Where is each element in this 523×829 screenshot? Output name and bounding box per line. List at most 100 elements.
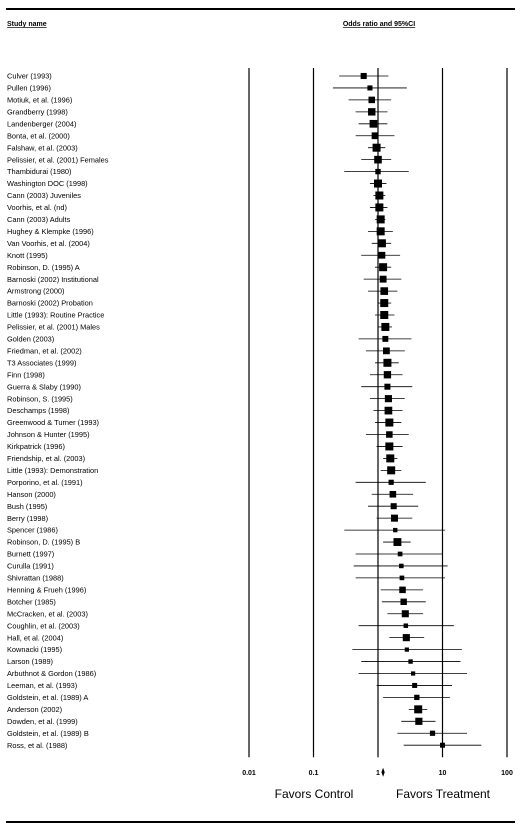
study-names: Culver (1993) Pullen (1996) Motiuk, et al.… xyxy=(7,72,109,750)
study-name: Kownacki (1995) xyxy=(7,645,62,654)
study-name: Pelissier, et al. (2001) Males xyxy=(7,323,100,332)
study-name: Robinson, S. (1995) xyxy=(7,394,73,403)
or-point xyxy=(376,215,385,224)
or-point xyxy=(429,730,436,736)
or-point xyxy=(380,287,389,295)
or-point xyxy=(390,503,397,510)
or-point xyxy=(393,538,402,546)
study-name: Burnett (1997) xyxy=(7,550,54,559)
study-name: Culver (1993) xyxy=(7,72,52,81)
or-point xyxy=(412,682,418,688)
or-point xyxy=(383,347,390,355)
study-name: Hall, et al. (2004) xyxy=(7,633,63,642)
or-point xyxy=(440,742,445,748)
or-point xyxy=(375,203,384,212)
study-name: Guerra & Slaby (1990) xyxy=(7,382,81,391)
study-name: Cann (2003) Juveniles xyxy=(7,191,81,200)
or-point xyxy=(389,490,397,498)
study-name: Grandberry (1998) xyxy=(7,107,68,116)
or-point xyxy=(382,335,389,342)
study-name: Hanson (2000) xyxy=(7,490,56,499)
study-name: Berry (1998) xyxy=(7,514,48,523)
study-name: Ross, et al. (1988) xyxy=(7,741,67,750)
study-name: Voorhis, et al. (nd) xyxy=(7,203,67,212)
study-name: Knott (1995) xyxy=(7,251,48,260)
study-name: Porporino, et al. (1991) xyxy=(7,478,83,487)
or-point xyxy=(383,371,392,379)
x-tick-label: 0.1 xyxy=(309,770,319,777)
or-point xyxy=(397,551,403,557)
or-point xyxy=(399,586,406,594)
study-name: Anderson (2002) xyxy=(7,705,62,714)
or-point xyxy=(399,563,404,569)
study-name: Deschamps (1998) xyxy=(7,406,69,415)
or-point xyxy=(386,431,393,438)
study-name: Henning & Frueh (1996) xyxy=(7,585,86,594)
study-name: Arbuthnot & Gordon (1986) xyxy=(7,669,96,678)
study-name: Motiuk, et al. (1996) xyxy=(7,96,72,105)
study-name: Dowden, et al. (1999) xyxy=(7,717,78,726)
study-name: Bonta, et al. (2000) xyxy=(7,131,70,140)
study-name: Goldstein, et al. (1989) A xyxy=(7,693,88,702)
or-point xyxy=(383,358,392,367)
study-name: Robinson, D. (1995) B xyxy=(7,538,80,547)
favors-control-label: Favors Control xyxy=(275,787,354,801)
or-point xyxy=(384,395,392,403)
or-point xyxy=(375,191,384,200)
study-name: Goldstein, et al. (1989) B xyxy=(7,729,89,738)
study-name: Van Voorhis, et al. (2004) xyxy=(7,239,90,248)
or-point xyxy=(380,311,389,319)
or-point xyxy=(386,454,395,463)
study-name: Falshaw, et al. (2003) xyxy=(7,143,78,152)
or-point xyxy=(368,96,376,104)
or-point xyxy=(414,705,423,714)
x-tick-label: 0.01 xyxy=(242,770,256,777)
study-name: Barnoski (2002) Probation xyxy=(7,299,93,308)
study-name: Johnson & Hunter (1995) xyxy=(7,430,90,439)
or-point xyxy=(374,179,382,188)
or-point xyxy=(385,418,394,427)
study-name: Landenberger (2004) xyxy=(7,119,76,128)
study-name: Little (1993): Routine Practice xyxy=(7,311,104,320)
study-name: Cann (2003) Adults xyxy=(7,215,71,224)
or-point xyxy=(380,299,389,308)
study-name: Armstrong (2000) xyxy=(7,287,65,296)
or-point xyxy=(410,671,416,676)
or-point xyxy=(388,479,394,485)
study-name: Greenwood & Turner (1993) xyxy=(7,418,99,427)
favors-treatment-label: Favors Treatment xyxy=(396,787,491,801)
or-point xyxy=(369,119,378,128)
or-point xyxy=(379,263,388,272)
study-name: Hughey & Klempke (1996) xyxy=(7,227,94,236)
study-name: Finn (1998) xyxy=(7,370,45,379)
study-name: Bush (1995) xyxy=(7,502,47,511)
study-name: Kirkpatrick (1996) xyxy=(7,442,65,451)
study-name: Shivrattan (1988) xyxy=(7,574,64,583)
or-point xyxy=(367,85,373,91)
x-tick-label: 100 xyxy=(501,770,513,777)
or-point xyxy=(402,634,410,642)
or-point xyxy=(400,598,407,606)
study-name: Pullen (1996) xyxy=(7,84,51,93)
study-name: Barnoski (2002) Institutional xyxy=(7,275,99,284)
study-name: Friedman, et al. (2002) xyxy=(7,346,82,355)
study-name: Friendship, et al. (2003) xyxy=(7,454,85,463)
x-axis: 0.01 0.1 1 10 100 xyxy=(242,770,513,777)
or-point xyxy=(384,406,393,415)
or-point xyxy=(403,623,409,628)
study-name: Golden (2003) xyxy=(7,335,54,344)
x-tick-label: 10 xyxy=(439,770,447,777)
or-point xyxy=(377,239,386,248)
study-name: Spencer (1986) xyxy=(7,526,58,535)
x-tick-label: 1 xyxy=(376,770,380,777)
or-point xyxy=(408,659,413,664)
or-point xyxy=(375,168,381,175)
or-point xyxy=(360,72,367,80)
study-name: Pelissier, et al. (2001) Females xyxy=(7,155,109,164)
summary-diamond xyxy=(381,767,385,777)
study-name: Little (1993): Demonstration xyxy=(7,466,98,475)
or-point xyxy=(404,647,409,652)
study-name: Robinson, D. (1995) A xyxy=(7,263,80,272)
study-name: Coughlin, et al. (2003) xyxy=(7,621,80,630)
